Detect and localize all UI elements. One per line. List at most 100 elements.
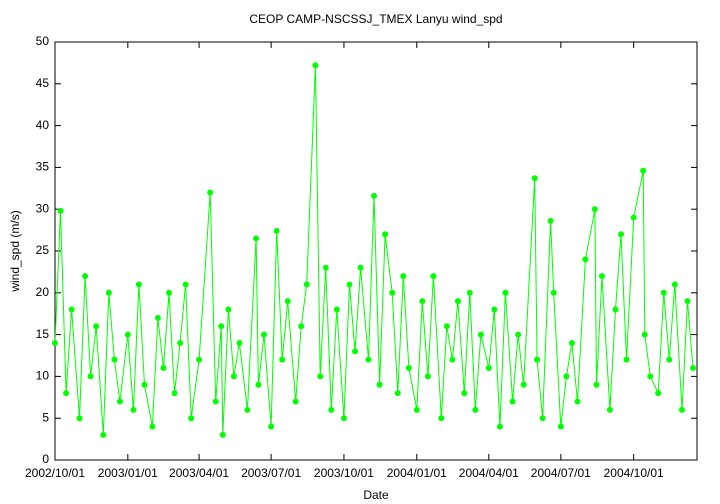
data-point [400, 273, 407, 280]
data-point [640, 167, 647, 174]
data-point [352, 348, 359, 355]
data-point [491, 306, 498, 313]
x-tick-label: 2004/07/01 [531, 466, 591, 480]
data-point [413, 406, 420, 413]
data-point [182, 281, 189, 288]
data-point [207, 189, 214, 196]
data-point [660, 289, 667, 296]
data-point [317, 373, 324, 380]
data-point [647, 373, 654, 380]
x-tick-label: 2003/04/01 [169, 466, 229, 480]
data-point [253, 235, 260, 242]
x-tick-label: 2003/10/01 [314, 466, 374, 480]
data-point [461, 390, 468, 397]
data-point [322, 264, 329, 271]
data-point [509, 398, 516, 405]
data-point [68, 306, 75, 313]
data-point [333, 306, 340, 313]
data-point [165, 289, 172, 296]
data-point [618, 231, 625, 238]
data-point [623, 356, 630, 363]
data-point [340, 415, 347, 422]
data-point [531, 175, 538, 182]
data-point [284, 298, 291, 305]
data-point [466, 289, 473, 296]
data-point [57, 207, 64, 214]
data-point [82, 273, 89, 280]
data-point [105, 289, 112, 296]
data-point [260, 331, 267, 338]
data-point [100, 431, 107, 438]
data-point [534, 356, 541, 363]
data-line [54, 65, 694, 435]
data-point [268, 423, 275, 430]
data-point [292, 398, 299, 405]
data-point [218, 323, 225, 330]
data-point [236, 339, 243, 346]
data-point [606, 406, 613, 413]
y-tick-label: 50 [36, 34, 50, 48]
data-point [472, 406, 479, 413]
data-point [177, 339, 184, 346]
data-point [568, 339, 575, 346]
data-point [135, 281, 142, 288]
data-point [87, 373, 94, 380]
y-tick-label: 30 [36, 201, 50, 215]
y-tick-label: 35 [36, 160, 50, 174]
data-point [212, 398, 219, 405]
data-point [502, 289, 509, 296]
data-point [382, 231, 389, 238]
data-point [557, 423, 564, 430]
data-point [219, 431, 226, 438]
data-point [666, 356, 673, 363]
data-point [225, 306, 232, 313]
data-point [547, 217, 554, 224]
data-point [485, 365, 492, 372]
x-tick-label: 2004/10/01 [604, 466, 664, 480]
x-tick-label: 2004/04/01 [459, 466, 519, 480]
data-point [371, 192, 378, 199]
data-point [196, 356, 203, 363]
data-point [116, 398, 123, 405]
data-point [279, 356, 286, 363]
data-point [612, 306, 619, 313]
data-point [124, 331, 131, 338]
data-point [376, 381, 383, 388]
data-point [171, 390, 178, 397]
data-point [273, 227, 280, 234]
data-point [477, 331, 484, 338]
data-point [454, 298, 461, 305]
y-tick-label: 40 [36, 118, 50, 132]
data-point [188, 415, 195, 422]
y-tick-label: 0 [42, 452, 49, 466]
data-point [690, 365, 697, 372]
y-axis-label: wind_spd (m/s) [8, 210, 22, 292]
data-point [63, 390, 70, 397]
data-point [684, 298, 691, 305]
data-point [303, 281, 310, 288]
data-point [419, 298, 426, 305]
data-point [255, 381, 262, 388]
data-point [141, 381, 148, 388]
data-point [599, 273, 606, 280]
data-point [154, 314, 161, 321]
x-tick-label: 2002/10/01 [25, 466, 85, 480]
data-point [244, 406, 251, 413]
chart-title: CEOP CAMP-NSCSSJ_TMEX Lanyu wind_spd [249, 12, 502, 26]
x-tick-label: 2004/01/01 [387, 466, 447, 480]
data-point [449, 356, 456, 363]
x-tick-label: 2003/01/01 [98, 466, 158, 480]
data-point [593, 381, 600, 388]
data-point [438, 415, 445, 422]
x-axis-label: Date [363, 488, 389, 502]
data-point [515, 331, 522, 338]
data-point [641, 331, 648, 338]
data-point [443, 323, 450, 330]
data-point [630, 214, 637, 221]
data-point [357, 264, 364, 271]
data-point [52, 339, 58, 346]
data-point [389, 289, 396, 296]
data-point [160, 365, 167, 372]
data-point [591, 206, 598, 213]
